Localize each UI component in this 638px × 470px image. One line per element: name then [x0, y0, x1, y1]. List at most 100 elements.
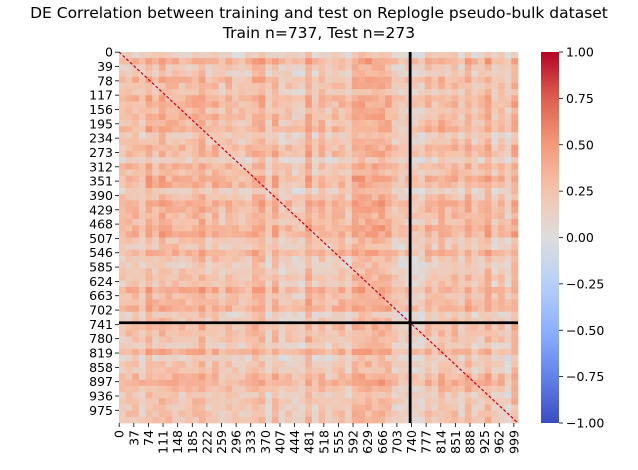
heatmap-cell: [365, 175, 373, 183]
heatmap-cell: [165, 256, 173, 263]
heatmap-cell: [498, 280, 506, 288]
heatmap-cell: [285, 330, 293, 337]
heatmap-cell: [391, 120, 399, 127]
heatmap-cell: [158, 379, 166, 387]
heatmap-cell: [338, 311, 346, 319]
heatmap-cell: [245, 324, 253, 331]
heatmap-cell: [172, 256, 180, 263]
heatmap-cell: [451, 64, 459, 71]
heatmap-cell: [132, 317, 140, 325]
heatmap-cell: [351, 317, 359, 325]
heatmap-cell: [132, 243, 140, 251]
heatmap-cell: [438, 416, 446, 424]
heatmap-cell: [418, 95, 426, 102]
heatmap-cell: [511, 200, 519, 207]
heatmap-cell: [265, 305, 273, 313]
heatmap-cell: [418, 132, 426, 139]
heatmap-cell: [285, 348, 293, 356]
heatmap-cell: [391, 348, 399, 356]
heatmap-cell: [424, 299, 432, 306]
heatmap-cell: [438, 268, 446, 275]
heatmap-cell: [271, 404, 279, 412]
heatmap-cell: [358, 212, 366, 220]
heatmap-cell: [471, 132, 479, 139]
col-tick-label: 703: [389, 430, 404, 454]
heatmap-cell: [311, 392, 319, 399]
heatmap-cell: [431, 299, 439, 306]
heatmap-cell: [119, 348, 127, 356]
heatmap-cell: [464, 305, 472, 313]
heatmap-cell: [192, 157, 200, 164]
heatmap-cell: [245, 144, 253, 152]
heatmap-cell: [511, 138, 519, 146]
heatmap-cell: [371, 138, 379, 146]
heatmap-cell: [351, 52, 359, 59]
heatmap-cell: [358, 64, 366, 71]
heatmap-cell: [305, 262, 313, 269]
heatmap-cell: [218, 70, 226, 78]
heatmap-cell: [438, 336, 446, 344]
heatmap-cell: [358, 361, 366, 368]
heatmap-cell: [338, 89, 346, 96]
heatmap-cell: [298, 218, 306, 226]
heatmap-cell: [345, 126, 353, 133]
heatmap-cell: [158, 200, 166, 207]
heatmap-cell: [511, 330, 519, 337]
heatmap-cell: [498, 52, 506, 59]
heatmap-cell: [478, 348, 486, 356]
heatmap-cell: [378, 379, 386, 387]
heatmap-cell: [358, 126, 366, 133]
heatmap-cell: [198, 175, 206, 183]
heatmap-cell: [185, 101, 193, 109]
heatmap-cell: [145, 126, 153, 133]
heatmap-cell: [238, 212, 246, 220]
heatmap-cell: [172, 416, 180, 424]
heatmap-cell: [132, 379, 140, 387]
heatmap-cell: [138, 416, 146, 424]
heatmap-cell: [391, 385, 399, 393]
heatmap-cell: [158, 373, 166, 381]
heatmap-cell: [458, 76, 466, 84]
heatmap-cell: [212, 416, 220, 424]
heatmap-cell: [278, 293, 286, 300]
heatmap-cell: [258, 392, 266, 399]
heatmap-cell: [185, 280, 193, 288]
heatmap-cell: [385, 256, 393, 263]
heatmap-cell: [232, 243, 240, 251]
heatmap-cell: [278, 342, 286, 350]
heatmap-cell: [318, 280, 326, 288]
heatmap-cell: [404, 126, 412, 133]
heatmap-cell: [418, 336, 426, 344]
heatmap-cell: [365, 249, 373, 257]
heatmap-cell: [431, 225, 439, 232]
heatmap-cell: [185, 107, 193, 115]
heatmap-cell: [125, 330, 133, 337]
heatmap-cell: [305, 163, 313, 170]
heatmap-cell: [345, 317, 353, 325]
heatmap-cell: [438, 367, 446, 374]
heatmap-cell: [192, 150, 200, 158]
heatmap-cell: [165, 416, 173, 424]
heatmap-cell: [185, 52, 193, 59]
heatmap-cell: [438, 163, 446, 170]
heatmap-cell: [404, 76, 412, 84]
heatmap-cell: [185, 305, 193, 313]
heatmap-cell: [119, 64, 127, 71]
heatmap-cell: [278, 95, 286, 102]
heatmap-cell: [271, 212, 279, 220]
heatmap-cell: [371, 64, 379, 71]
heatmap-cell: [418, 107, 426, 115]
heatmap-cell: [471, 113, 479, 121]
heatmap-cell: [271, 157, 279, 164]
heatmap-cell: [232, 286, 240, 294]
heatmap-cell: [458, 206, 466, 214]
heatmap-cell: [404, 293, 412, 300]
heatmap-cell: [511, 367, 519, 374]
heatmap-cell: [132, 126, 140, 133]
heatmap-cell: [411, 169, 419, 177]
heatmap-cell: [418, 410, 426, 418]
heatmap-cell: [265, 101, 273, 109]
heatmap-cell: [238, 256, 246, 263]
heatmap-cell: [431, 237, 439, 245]
heatmap-cell: [511, 120, 519, 127]
